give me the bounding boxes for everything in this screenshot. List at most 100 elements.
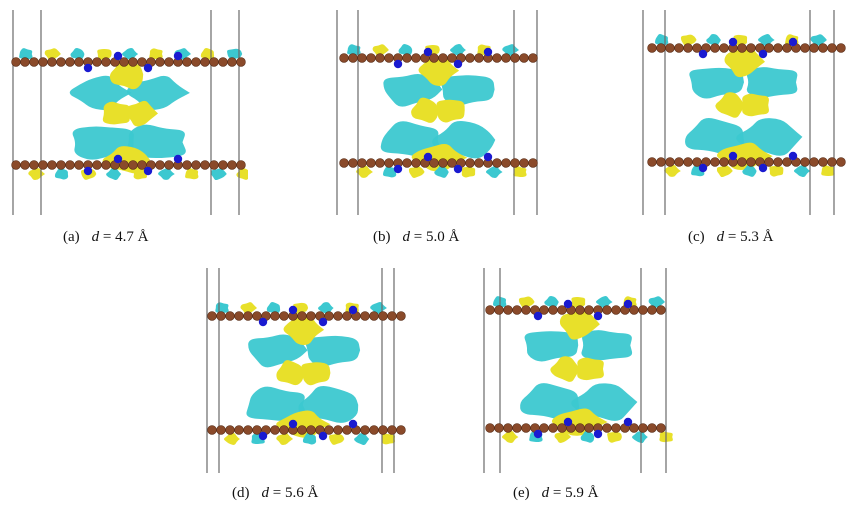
carbon-atom: [512, 305, 522, 315]
sheet-lobe: [185, 168, 199, 180]
carbon-atom: [719, 157, 729, 167]
sheet-lobe: [215, 302, 229, 313]
carbon-atom: [494, 305, 504, 315]
carbon-atom: [182, 57, 192, 67]
sheet-lobe: [149, 48, 163, 59]
carbon-atom: [492, 53, 502, 63]
carbon-atom: [279, 425, 289, 435]
carbon-atom: [357, 158, 367, 168]
carbon-atom: [656, 157, 666, 167]
carbon-atom: [503, 305, 513, 315]
carbon-atom: [584, 305, 594, 315]
carbon-atom: [155, 160, 165, 170]
positive-lobe: [283, 314, 325, 346]
nitrogen-atom: [113, 154, 123, 164]
negative-lobe: [246, 386, 307, 421]
sheet-lobe: [571, 296, 586, 308]
carbon-atom: [339, 158, 349, 168]
sheet-lobe: [810, 34, 827, 47]
sheet-lobe: [554, 431, 571, 444]
carbon-atom: [200, 57, 210, 67]
caption-b: (b) d = 5.0 Å: [373, 229, 460, 245]
sheet-lobe: [328, 433, 345, 445]
carbon-atom: [683, 157, 693, 167]
negative-lobe: [746, 67, 798, 98]
isosurface-group: [654, 33, 835, 178]
panel-b-image: [336, 10, 538, 215]
panel-c-image: [642, 10, 846, 215]
negative-lobe: [126, 124, 186, 159]
sheet-lobe: [19, 48, 33, 60]
sheet-lobe: [354, 433, 370, 446]
nitrogen-atom: [318, 431, 328, 441]
carbon-atom: [360, 311, 370, 321]
sheet-lobe: [449, 44, 466, 57]
caption-c: (c) d = 5.3 Å: [688, 229, 774, 245]
nitrogen-atom: [533, 311, 543, 321]
carbon-atom: [719, 43, 729, 53]
carbon-atom: [809, 157, 819, 167]
carbon-atom: [207, 425, 217, 435]
carbon-atom: [209, 57, 219, 67]
carbon-atom: [29, 160, 39, 170]
negative-lobe: [248, 334, 308, 368]
carbon-atom: [348, 53, 358, 63]
sheet-lobe: [769, 165, 784, 177]
sheet-lobe: [408, 166, 425, 179]
negative-lobe: [581, 330, 633, 361]
sheet-lobe: [758, 33, 775, 46]
nitrogen-atom: [173, 51, 183, 61]
carbon-atom: [827, 157, 837, 167]
panel-d-image: [206, 268, 406, 473]
carbon-atom: [360, 425, 370, 435]
carbon-atom: [611, 305, 621, 315]
positive-lobe: [276, 360, 304, 386]
sheet-lobe: [398, 43, 413, 56]
carbon-atom: [20, 160, 30, 170]
nitrogen-atom: [788, 151, 798, 161]
carbon-atom: [218, 57, 228, 67]
panel-a: [8, 10, 248, 215]
carbon-atom: [384, 53, 394, 63]
carbon-atom: [216, 425, 226, 435]
carbon-atom: [65, 160, 75, 170]
sheet-lobe: [381, 433, 396, 445]
carbon-atom: [575, 423, 585, 433]
sheet-lobe: [240, 302, 257, 315]
sheet-lobe: [276, 433, 293, 445]
positive-lobe: [577, 357, 604, 381]
nitrogen-atom: [423, 47, 433, 57]
carbon-atom: [279, 311, 289, 321]
carbon-atom: [438, 53, 448, 63]
nitrogen-atom: [483, 152, 493, 162]
carbon-atom: [674, 157, 684, 167]
positive-lobe: [550, 356, 581, 382]
nitrogen-atom: [453, 164, 463, 174]
carbon-atom: [209, 160, 219, 170]
sheet-lobe: [70, 47, 85, 60]
carbon-atom: [647, 305, 657, 315]
sheet-lobe: [223, 433, 240, 445]
carbon-atom: [207, 311, 217, 321]
sheet-lobe: [372, 44, 389, 57]
nitrogen-atom: [728, 37, 738, 47]
nitrogen-atom: [83, 166, 93, 176]
carbon-atom: [333, 311, 343, 321]
carbon-atom: [47, 57, 57, 67]
carbon-atom: [528, 53, 538, 63]
nitrogen-atom: [113, 51, 123, 61]
sheet-lobe: [382, 166, 397, 178]
positive-lobe: [724, 46, 765, 78]
carbon-atom: [818, 157, 828, 167]
sheet-lobe: [821, 165, 835, 177]
nitrogen-atom: [258, 431, 268, 441]
carbon-atom: [225, 425, 235, 435]
carbon-atom: [656, 43, 666, 53]
nitrogen-atom: [563, 299, 573, 309]
isosurface-group: [215, 301, 396, 446]
carbon-atom: [519, 53, 529, 63]
carbon-atom: [200, 160, 210, 170]
carbon-atom: [378, 425, 388, 435]
nitrogen-atom: [453, 59, 463, 69]
nitrogen-atom: [288, 419, 298, 429]
